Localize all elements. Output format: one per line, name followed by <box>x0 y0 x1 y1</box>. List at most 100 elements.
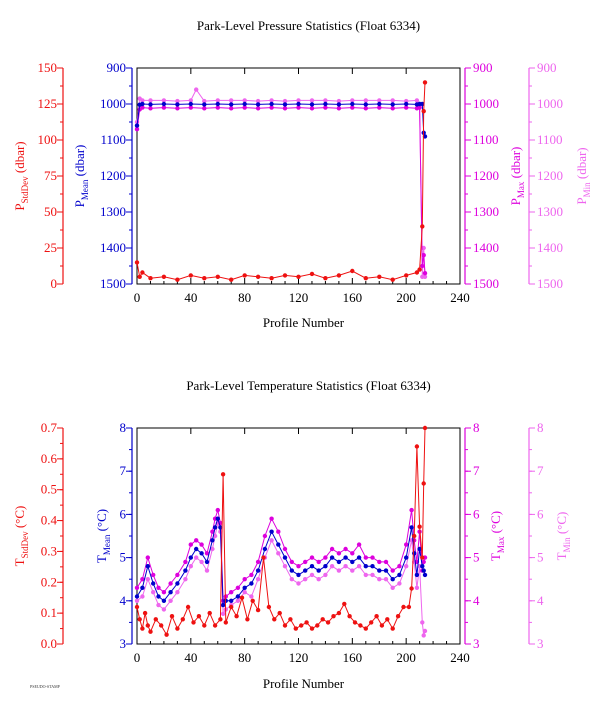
data-point-min <box>316 577 321 582</box>
data-point-mean <box>316 568 321 573</box>
data-point-mean <box>383 568 389 573</box>
data-point-stddev <box>347 614 352 619</box>
data-point-stddev <box>234 614 239 619</box>
data-point-max <box>336 106 342 111</box>
data-point-max <box>404 542 409 547</box>
y-tick-label-max: 1300 <box>473 204 499 219</box>
data-point-stddev <box>137 274 142 279</box>
data-point-stddev <box>369 620 374 625</box>
x-tick-label: 160 <box>343 650 363 665</box>
data-point-max <box>188 542 193 547</box>
data-point-stddev <box>282 623 288 628</box>
data-point-mean <box>363 564 368 569</box>
data-point-min <box>422 628 428 634</box>
data-point-stddev <box>336 273 342 278</box>
data-point-stddev <box>350 268 355 274</box>
data-point-min <box>377 98 382 103</box>
data-point-max <box>303 559 308 565</box>
y-tick-label-mean: 6 <box>120 506 127 521</box>
data-point-mean <box>134 123 140 128</box>
data-point-max <box>175 106 180 111</box>
data-point-max <box>242 577 247 582</box>
data-point-mean <box>329 555 335 560</box>
data-point-min <box>156 602 161 608</box>
y-axis-label-min: TMin (°C) <box>554 512 572 561</box>
x-tick-label: 120 <box>289 290 309 305</box>
data-point-mean <box>422 572 428 578</box>
data-point-mean <box>363 102 368 107</box>
series-line-max <box>136 106 426 274</box>
y-tick-label-min: 6 <box>537 506 544 521</box>
data-point-min <box>255 98 261 104</box>
data-point-mean <box>168 590 173 595</box>
data-point-mean <box>215 516 220 521</box>
data-point-mean <box>377 568 382 573</box>
data-point-min <box>309 572 315 578</box>
data-point-max <box>242 105 247 110</box>
data-point-stddev <box>261 555 266 560</box>
data-point-mean <box>229 102 234 107</box>
data-point-mean <box>215 101 220 107</box>
x-tick-label: 240 <box>450 290 470 305</box>
data-point-stddev <box>255 607 261 613</box>
data-point-min <box>282 564 288 569</box>
data-point-max <box>194 538 199 543</box>
data-point-max <box>215 105 220 110</box>
data-point-mean <box>204 559 210 565</box>
data-point-max <box>282 546 288 552</box>
data-point-stddev <box>293 626 298 631</box>
data-point-max <box>329 546 335 552</box>
data-point-mean <box>175 581 180 586</box>
data-point-mean <box>289 568 294 573</box>
y-tick-label-mean: 7 <box>120 463 127 478</box>
data-point-stddev <box>323 276 328 281</box>
data-point-mean <box>409 525 414 530</box>
data-point-stddev <box>331 614 336 619</box>
data-point-max <box>363 555 368 560</box>
y-tick-label-min: 4 <box>537 593 544 608</box>
data-point-mean <box>390 577 395 582</box>
y-axis-label-min: PMin (dbar) <box>574 147 592 204</box>
data-point-mean <box>229 598 234 603</box>
data-point-stddev <box>421 109 426 114</box>
data-point-min <box>220 611 226 616</box>
data-point-max <box>377 105 382 110</box>
x-axis-label: Profile Number <box>263 676 345 691</box>
data-point-stddev <box>191 620 196 625</box>
data-point-min <box>188 564 193 569</box>
data-point-stddev <box>153 617 158 622</box>
y-tick-label-mean: 1400 <box>100 240 126 255</box>
data-point-stddev <box>421 481 426 486</box>
data-point-min <box>194 87 199 92</box>
y-tick-label-min: 1300 <box>537 204 563 219</box>
x-tick-label: 200 <box>396 650 416 665</box>
data-point-stddev <box>229 604 234 610</box>
data-point-mean <box>404 101 409 107</box>
data-point-min <box>303 577 308 582</box>
data-point-mean <box>323 564 328 569</box>
x-tick-label: 240 <box>450 650 470 665</box>
data-point-stddev <box>137 617 142 622</box>
data-point-min <box>421 633 426 638</box>
data-point-min <box>336 98 342 104</box>
data-point-mean <box>343 555 348 560</box>
data-point-max <box>156 585 161 590</box>
data-point-max <box>282 106 288 111</box>
data-point-min <box>168 598 173 603</box>
data-point-min <box>289 577 294 582</box>
y-tick-label-min: 1000 <box>537 96 563 111</box>
data-point-min <box>323 572 328 578</box>
y-tick-label-max: 1100 <box>473 132 499 147</box>
y-axis-label-mean: TMean (°C) <box>94 509 112 563</box>
data-point-max <box>336 551 342 556</box>
data-point-stddev <box>409 586 414 591</box>
data-point-max <box>175 572 180 578</box>
y-tick-label-max: 8 <box>473 420 480 435</box>
data-point-max <box>370 555 375 560</box>
data-point-stddev <box>242 273 247 278</box>
data-point-mean <box>414 572 420 578</box>
data-point-stddev <box>148 629 153 634</box>
data-point-max <box>229 590 234 595</box>
data-point-mean <box>218 525 223 530</box>
